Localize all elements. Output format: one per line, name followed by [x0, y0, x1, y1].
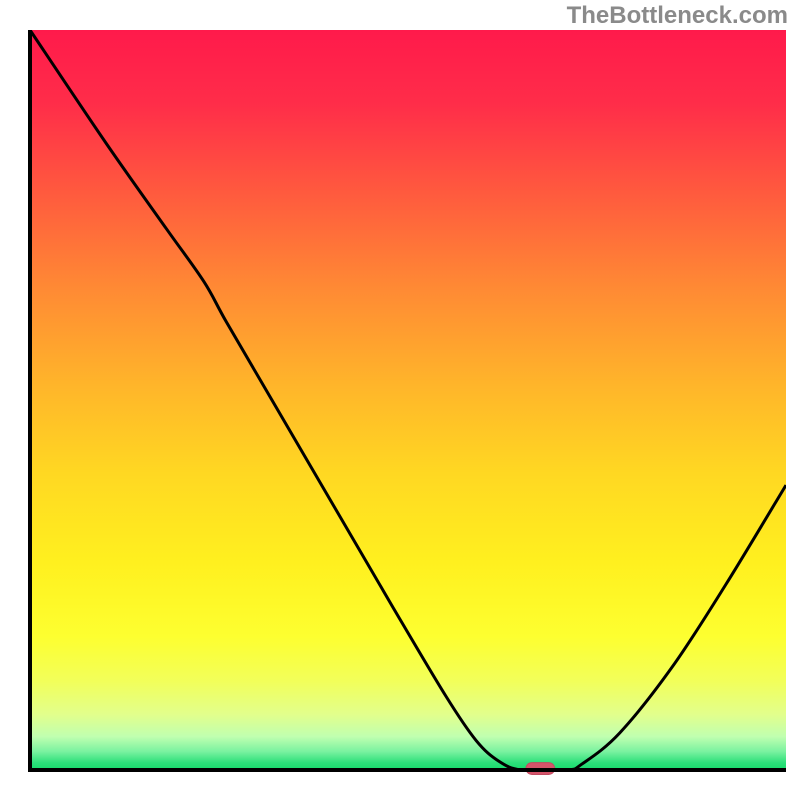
plot-background — [30, 30, 786, 770]
chart-container: TheBottleneck.com — [0, 0, 800, 800]
watermark-text: TheBottleneck.com — [567, 2, 788, 30]
chart-svg — [0, 0, 800, 800]
